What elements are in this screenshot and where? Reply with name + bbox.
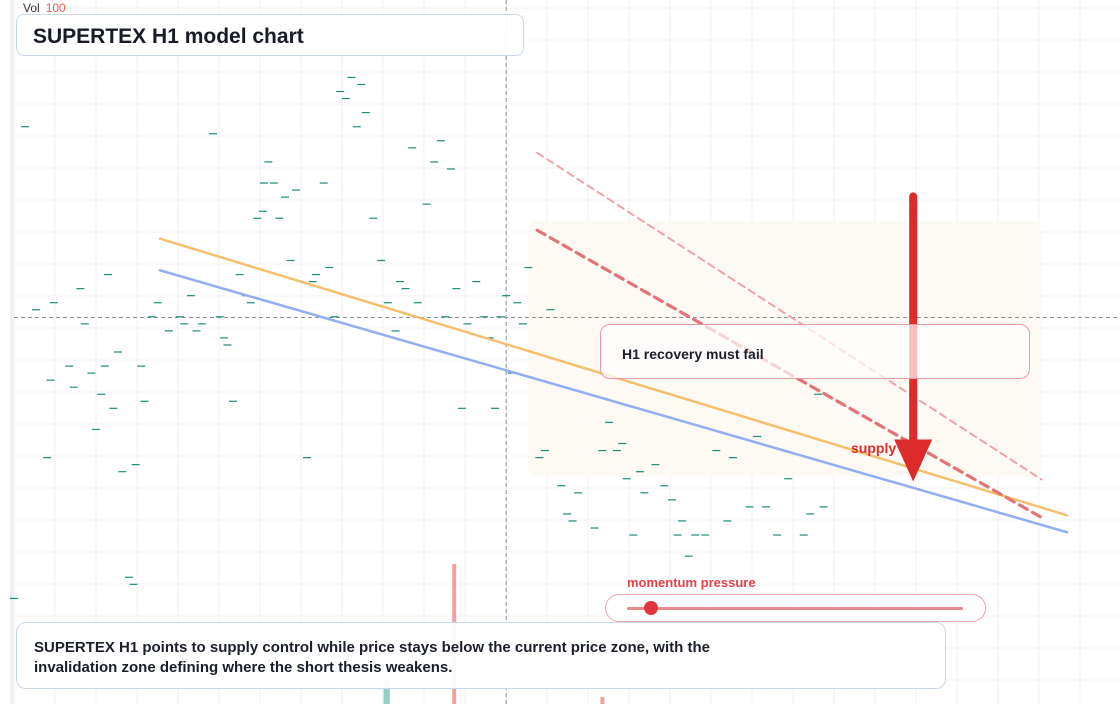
volume-bar [600,697,605,704]
summary-card: SUPERTEX H1 points to supply control whi… [16,622,946,689]
target-arrow [894,192,933,482]
summary-text: SUPERTEX H1 points to supply control whi… [34,639,710,676]
momentum-track [627,601,963,615]
left-rail [10,0,14,704]
vol-scale-value: 100 [45,1,66,15]
volume-bar [383,678,388,704]
candles [10,76,828,600]
chart-title: SUPERTEX H1 model chart [33,25,304,48]
recovery-callout: H1 recovery must fail [600,324,1030,379]
blue-trend-line [158,269,1069,534]
callout-text: H1 recovery must fail [622,346,764,362]
arrow-head [894,439,933,482]
volume-bar [385,678,390,704]
momentum-knob[interactable] [643,601,658,615]
vol-label-text: Vol [23,1,40,15]
upper-projection-line [536,151,1043,481]
volume-scale-label: Vol 100 [23,1,66,15]
momentum-meter [605,594,986,622]
title-card: SUPERTEX H1 model chart [16,14,524,56]
momentum-label: momentum pressure [627,575,756,590]
supply-arrow-label: supply g [851,440,909,456]
